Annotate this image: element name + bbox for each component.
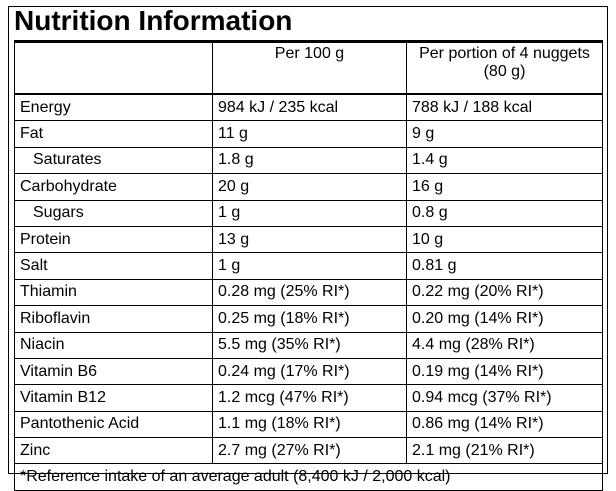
nutrient-value: 5.5 mg (35% RI*) — [212, 331, 407, 359]
nutrient-value: 0.24 mg (17% RI*) — [212, 357, 407, 386]
nutrient-value: 0.22 mg (20% RI*) — [406, 278, 603, 307]
nutrient-value: 4.4 mg (28% RI*) — [406, 331, 603, 359]
nutrient-value: 1.2 mcg (47% RI*) — [212, 384, 407, 412]
nutrient-value: 984 kJ / 235 kcal — [212, 93, 407, 122]
nutrient-label: Energy — [14, 93, 213, 122]
nutrient-value: 0.20 mg (14% RI*) — [406, 305, 603, 333]
nutrient-label: Salt — [14, 252, 213, 280]
page: Nutrition Information Per 100 g Per port… — [8, 5, 608, 491]
row: Niacin 5.5 mg (35% RI*) 4.4 mg (28% RI*) — [14, 331, 603, 359]
nutrient-value: 0.86 mg (14% RI*) — [406, 410, 603, 439]
nutrient-value: 11 g — [212, 120, 407, 148]
nutrient-label: Zinc — [14, 437, 213, 465]
row: Riboflavin 0.25 mg (18% RI*) 0.20 mg (14% … — [14, 305, 603, 333]
nutrient-label: Vitamin B6 — [14, 357, 213, 386]
footnote-row: *Reference intake of an average adult (8… — [14, 463, 603, 491]
footnote: *Reference intake of an average adult (8… — [14, 463, 603, 491]
row: Protein 13 g 10 g — [14, 225, 603, 254]
nutrient-value: 0.94 mcg (37% RI*) — [406, 384, 603, 412]
nutrient-value: 788 kJ / 188 kcal — [406, 93, 603, 122]
nutrient-value: 2.7 mg (27% RI*) — [212, 437, 407, 465]
header-cell — [14, 41, 213, 95]
nutrient-label: Carbohydrate — [14, 173, 213, 201]
nutrient-value: 0.28 mg (25% RI*) — [212, 278, 407, 307]
nutrient-label: Protein — [14, 225, 213, 254]
nutrient-label: Fat — [14, 120, 213, 148]
nutrient-value: 0.25 mg (18% RI*) — [212, 305, 407, 333]
nutrition-table: Per 100 g Per portion of 4 nuggets (80 g… — [14, 40, 603, 491]
header-cell: Per portion of 4 nuggets (80 g) — [406, 41, 603, 95]
table-body: Energy 984 kJ / 235 kcal 788 kJ / 188 kcal… — [14, 93, 603, 491]
row: Energy 984 kJ / 235 kcal 788 kJ / 188 kcal — [14, 93, 603, 122]
nutrient-value: 10 g — [406, 225, 603, 254]
row: Saturates 1.8 g 1.4 g — [14, 146, 603, 175]
nutrient-label: Saturates — [14, 146, 213, 175]
row: Pantothenic Acid 1.1 mg (18% RI*) 0.86 mg … — [14, 410, 603, 439]
row: Zinc 2.7 mg (27% RI*) 2.1 mg (21% RI*) — [14, 437, 603, 465]
row: Carbohydrate 20 g 16 g — [14, 173, 603, 201]
header-row: Per 100 g Per portion of 4 nuggets (80 g… — [14, 41, 603, 95]
nutrient-label: Vitamin B12 — [14, 384, 213, 412]
nutrient-value: 1.1 mg (18% RI*) — [212, 410, 407, 439]
nutrient-value: 1 g — [212, 199, 407, 227]
nutrient-label: Riboflavin — [14, 305, 213, 333]
nutrient-label: Niacin — [14, 331, 213, 359]
nutrient-value: 0.81 g — [406, 252, 603, 280]
header-cell: Per 100 g — [212, 41, 407, 95]
nutrient-value: 16 g — [406, 173, 603, 201]
nutrient-label: Sugars — [14, 199, 213, 227]
row: Sugars 1 g 0.8 g — [14, 199, 603, 227]
row: Vitamin B12 1.2 mcg (47% RI*) 0.94 mcg (37… — [14, 384, 603, 412]
nutrient-value: 20 g — [212, 173, 407, 201]
row: Vitamin B6 0.24 mg (17% RI*) 0.19 mg (14% … — [14, 357, 603, 386]
nutrient-value: 2.1 mg (21% RI*) — [406, 437, 603, 465]
nutrient-value: 1.4 g — [406, 146, 603, 175]
nutrient-value: 0.8 g — [406, 199, 603, 227]
title: Nutrition Information — [14, 5, 293, 36]
nutrient-label: Pantothenic Acid — [14, 410, 213, 439]
row: Thiamin 0.28 mg (25% RI*) 0.22 mg (20% RI*… — [14, 278, 603, 307]
nutrient-value: 1 g — [212, 252, 407, 280]
nutrient-value: 1.8 g — [212, 146, 407, 175]
nutrient-value: 0.19 mg (14% RI*) — [406, 357, 603, 386]
nutrient-value: 13 g — [212, 225, 407, 254]
nutrient-label: Thiamin — [14, 278, 213, 307]
row: Salt 1 g 0.81 g — [14, 252, 603, 280]
nutrient-value: 9 g — [406, 120, 603, 148]
